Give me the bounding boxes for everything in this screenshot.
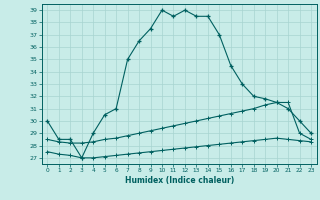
X-axis label: Humidex (Indice chaleur): Humidex (Indice chaleur) <box>124 176 234 185</box>
